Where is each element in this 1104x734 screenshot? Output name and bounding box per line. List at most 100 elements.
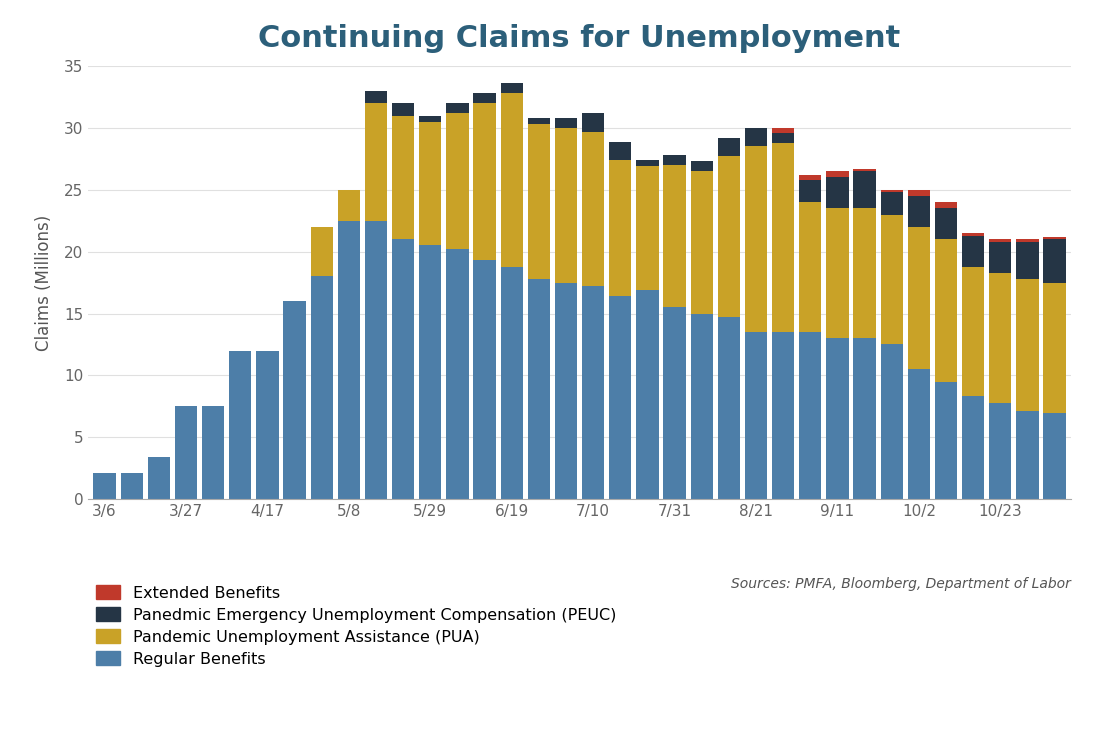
Bar	[230, 351, 252, 499]
Bar	[420, 245, 442, 499]
Bar	[826, 208, 849, 338]
Bar	[853, 169, 875, 171]
Bar	[907, 369, 930, 499]
Bar	[799, 332, 821, 499]
Bar	[772, 332, 794, 499]
Bar	[935, 202, 957, 208]
Bar	[174, 407, 198, 499]
Bar	[446, 113, 468, 249]
Bar	[256, 351, 278, 499]
Bar	[202, 407, 224, 499]
Bar	[664, 165, 686, 308]
Bar	[907, 227, 930, 369]
Bar	[500, 93, 523, 266]
Bar	[881, 192, 903, 214]
Bar	[962, 236, 985, 266]
Bar	[718, 156, 740, 317]
Bar	[935, 208, 957, 239]
Y-axis label: Claims (Millions): Claims (Millions)	[35, 214, 53, 351]
Bar	[528, 118, 550, 124]
Bar	[148, 457, 170, 499]
Bar	[745, 128, 767, 147]
Bar	[962, 396, 985, 499]
Title: Continuing Claims for Unemployment: Continuing Claims for Unemployment	[258, 23, 901, 53]
Bar	[989, 241, 1011, 273]
Bar	[989, 273, 1011, 403]
Bar	[1017, 279, 1039, 411]
Bar	[365, 91, 388, 103]
Bar	[120, 473, 142, 499]
Bar	[310, 227, 333, 277]
Bar	[691, 313, 713, 499]
Bar	[907, 196, 930, 227]
Bar	[1043, 413, 1065, 499]
Bar	[338, 221, 360, 499]
Bar	[881, 214, 903, 344]
Bar	[609, 297, 631, 499]
Bar	[799, 175, 821, 180]
Bar	[446, 249, 468, 499]
Legend: Extended Benefits, Panedmic Emergency Unemployment Compensation (PEUC), Pandemic: Extended Benefits, Panedmic Emergency Un…	[96, 585, 616, 666]
Bar	[310, 277, 333, 499]
Bar	[528, 124, 550, 279]
Bar	[392, 239, 414, 499]
Bar	[799, 180, 821, 202]
Bar	[826, 338, 849, 499]
Bar	[772, 143, 794, 332]
Bar	[1017, 239, 1039, 241]
Bar	[555, 283, 577, 499]
Text: Sources: PMFA, Bloomberg, Department of Labor: Sources: PMFA, Bloomberg, Department of …	[731, 577, 1071, 591]
Bar	[1043, 239, 1065, 283]
Bar	[772, 133, 794, 143]
Bar	[853, 208, 875, 338]
Bar	[636, 290, 659, 499]
Bar	[365, 103, 388, 221]
Bar	[853, 171, 875, 208]
Bar	[636, 167, 659, 290]
Bar	[853, 338, 875, 499]
Bar	[500, 84, 523, 93]
Bar	[881, 190, 903, 192]
Bar	[935, 239, 957, 382]
Bar	[718, 317, 740, 499]
Bar	[474, 261, 496, 499]
Bar	[718, 138, 740, 156]
Bar	[609, 142, 631, 160]
Bar	[1017, 411, 1039, 499]
Bar	[691, 171, 713, 313]
Bar	[772, 128, 794, 133]
Bar	[392, 115, 414, 239]
Bar	[284, 301, 306, 499]
Bar	[989, 239, 1011, 241]
Bar	[989, 403, 1011, 499]
Bar	[745, 332, 767, 499]
Bar	[392, 103, 414, 115]
Bar	[420, 115, 442, 122]
Bar	[555, 128, 577, 283]
Bar	[555, 118, 577, 128]
Bar	[1043, 283, 1065, 413]
Bar	[446, 103, 468, 113]
Bar	[664, 155, 686, 165]
Bar	[664, 308, 686, 499]
Bar	[962, 233, 985, 236]
Bar	[881, 344, 903, 499]
Bar	[582, 131, 604, 286]
Bar	[582, 286, 604, 499]
Bar	[962, 266, 985, 396]
Bar	[907, 190, 930, 196]
Bar	[420, 122, 442, 245]
Bar	[365, 221, 388, 499]
Bar	[609, 160, 631, 297]
Bar	[745, 147, 767, 332]
Bar	[826, 178, 849, 208]
Bar	[1043, 237, 1065, 239]
Bar	[474, 103, 496, 261]
Bar	[500, 266, 523, 499]
Bar	[691, 161, 713, 171]
Bar	[826, 171, 849, 178]
Bar	[799, 202, 821, 332]
Bar	[474, 93, 496, 103]
Bar	[582, 113, 604, 131]
Bar	[338, 190, 360, 221]
